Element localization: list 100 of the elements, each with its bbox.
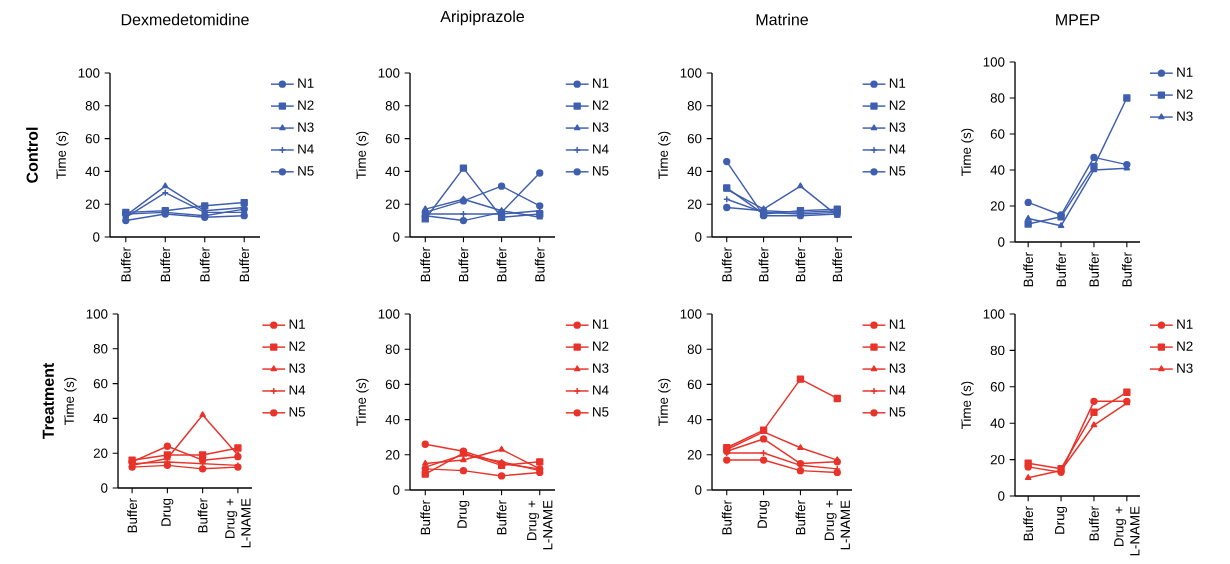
legend-label: N2: [889, 100, 906, 110]
y-tick-label: 40: [85, 166, 100, 177]
y-tick-label: 60: [385, 134, 400, 144]
y-tick-label: 100: [680, 309, 702, 319]
text: Treatment: [42, 363, 54, 440]
x-tick-label: Buffer: [832, 247, 843, 282]
y-axis-title: Time (s): [961, 128, 974, 177]
y-tick-label: 60: [687, 379, 702, 390]
y-tick-label: 60: [385, 379, 400, 390]
x-tick-label: Buffer: [1121, 252, 1132, 287]
x-tick-label: Buffer: [199, 247, 210, 282]
x-tick-label: Drug + L-NAME: [225, 498, 251, 548]
x-tick-label: Buffer: [721, 247, 732, 282]
x-tick-label: Drug: [757, 501, 770, 529]
legend-label: N3: [289, 363, 305, 374]
y-tick-label: 100: [983, 309, 1005, 319]
x-tick-label: Buffer: [1089, 506, 1099, 541]
y-tick-label: 20: [385, 199, 400, 210]
legend-label: N4: [289, 385, 306, 395]
x-tick-label: Drug: [457, 501, 470, 529]
x-tick-label: Buffer: [534, 247, 545, 282]
y-tick-label: 20: [990, 455, 1005, 465]
y-axis-title: Time (s): [356, 378, 369, 427]
legend-label: N1: [593, 78, 609, 88]
legend-label: N2: [1177, 89, 1193, 99]
y-axis-title: Time (s): [56, 131, 69, 180]
y-tick-label: 40: [990, 165, 1005, 175]
legend-label: N1: [889, 78, 906, 88]
y-tick-label: 0: [998, 491, 1005, 501]
legend-label: N2: [889, 341, 906, 351]
y-tick-label: 0: [695, 232, 702, 242]
legend-label: N5: [289, 407, 306, 417]
y-axis-title: Time (s): [961, 381, 974, 430]
y-tick-label: 20: [85, 199, 100, 210]
legend-label: N2: [1177, 341, 1193, 351]
legend-label: N1: [298, 78, 314, 88]
legend-label: N4: [298, 144, 314, 154]
x-tick-label: Buffer: [1056, 252, 1066, 287]
x-tick-label: Drug: [1055, 507, 1068, 535]
y-tick-label: 0: [393, 232, 400, 242]
x-tick-label: Buffer: [160, 247, 171, 282]
y-tick-label: 40: [385, 415, 400, 425]
x-tick-label: Buffer: [127, 498, 137, 533]
x-tick-label: Buffer: [758, 247, 769, 282]
y-tick-label: 80: [990, 345, 1005, 356]
legend-label: N1: [1177, 319, 1193, 329]
x-tick-label: Buffer: [420, 500, 431, 535]
x-tick-label: Buffer: [120, 247, 131, 282]
y-axis-title: Time (s): [356, 131, 369, 180]
y-tick-label: 80: [385, 344, 400, 355]
x-tick-label: Buffer: [239, 247, 250, 282]
y-tick-label: 60: [85, 134, 100, 144]
y-tick-label: 80: [385, 101, 400, 111]
legend-label: N3: [593, 363, 609, 374]
y-axis-title: Time (s): [64, 377, 77, 426]
x-tick-label: Buffer: [1023, 506, 1034, 541]
legend-label: N3: [889, 363, 906, 374]
x-tick-label: Buffer: [420, 247, 431, 282]
legend-label: N4: [889, 144, 906, 154]
x-tick-label: Buffer: [458, 247, 469, 282]
chart-title: MPEP: [1056, 14, 1100, 26]
y-tick-label: 60: [687, 134, 702, 144]
y-axis-title: Time (s): [658, 378, 671, 427]
y-tick-label: 20: [385, 450, 400, 460]
x-tick-label: Buffer: [496, 247, 507, 282]
y-tick-label: 20: [687, 199, 702, 210]
y-tick-label: 60: [93, 379, 108, 389]
legend-label: N5: [593, 166, 609, 176]
chart-title: Matrine: [756, 13, 808, 26]
y-tick-label: 80: [687, 101, 702, 111]
chart-title: Aripiprazole: [440, 10, 525, 26]
y-tick-label: 0: [695, 485, 702, 495]
legend-label: N1: [1177, 67, 1193, 77]
y-tick-label: 60: [990, 382, 1005, 392]
text: Control: [26, 127, 38, 183]
y-tick-label: 40: [990, 418, 1005, 429]
y-tick-label: 80: [93, 344, 108, 354]
x-tick-label: Buffer: [1023, 252, 1034, 287]
x-tick-label: Drug + L-NAME: [527, 500, 553, 550]
y-tick-label: 20: [687, 450, 702, 460]
y-tick-label: 80: [990, 93, 1005, 103]
y-tick-label: 100: [86, 309, 108, 319]
y-tick-label: 80: [85, 101, 100, 111]
y-tick-label: 40: [93, 413, 108, 424]
legend-label: N5: [889, 407, 906, 417]
legend-label: N3: [298, 122, 314, 133]
x-tick-label: Drug: [161, 499, 174, 527]
y-tick-label: 20: [93, 448, 108, 459]
legend-label: N4: [593, 144, 609, 154]
x-tick-label: Buffer: [721, 500, 732, 535]
legend-label: N2: [298, 100, 314, 110]
legend-label: N2: [593, 341, 609, 351]
legend-label: N1: [289, 319, 305, 329]
x-tick-label: Buffer: [795, 500, 806, 535]
legend-label: N5: [593, 407, 609, 417]
legend-label: N3: [1177, 111, 1193, 122]
y-tick-label: 100: [78, 68, 100, 78]
legend-label: N4: [593, 385, 609, 395]
y-tick-label: 80: [687, 344, 702, 355]
legend-label: N2: [593, 100, 609, 110]
